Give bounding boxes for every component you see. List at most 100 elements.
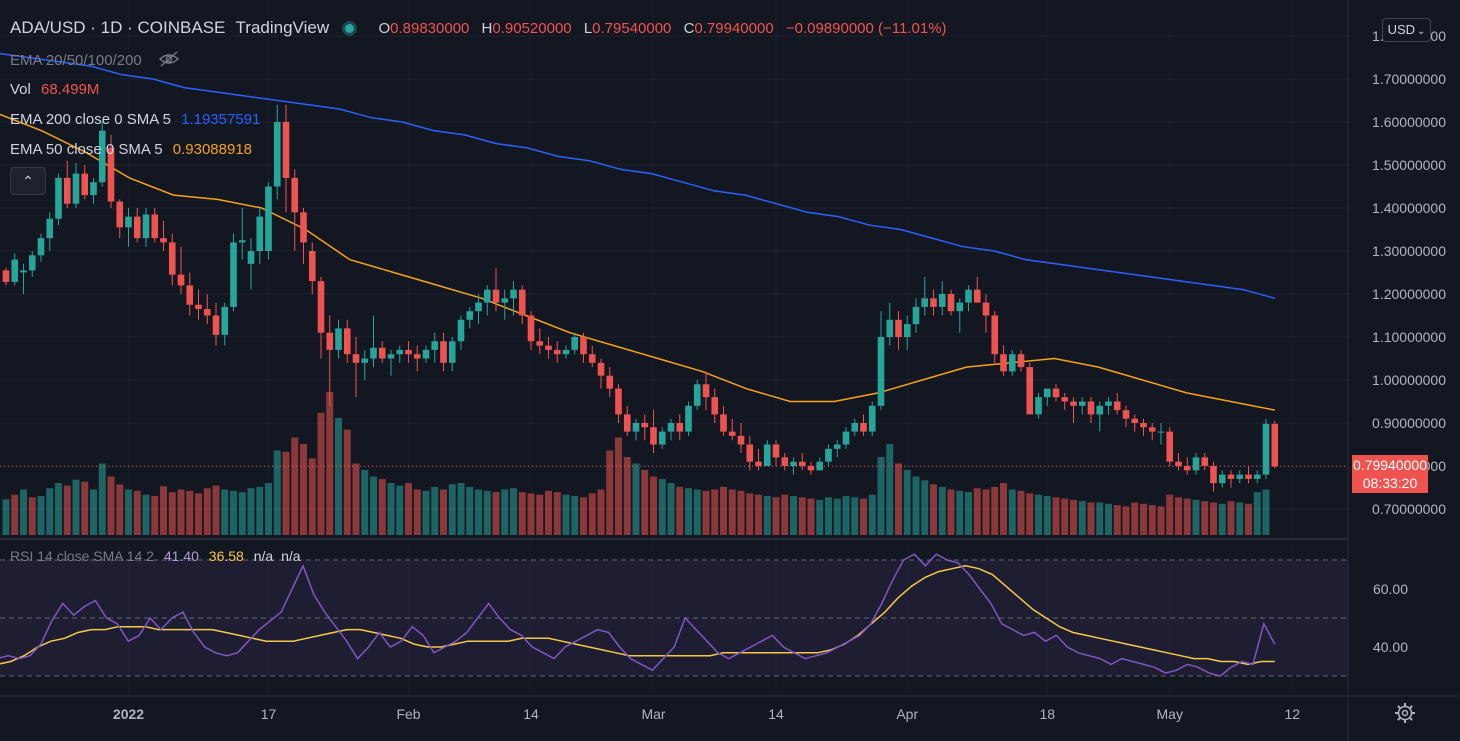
volume-bar: [1166, 494, 1174, 535]
candle: [1262, 418, 1270, 479]
volume-bar: [265, 483, 272, 535]
volume-bar: [238, 492, 246, 535]
candle-body: [203, 309, 211, 316]
price-tick-label: 0.70000000: [1372, 501, 1446, 517]
candle-body: [702, 384, 710, 398]
volume-bar: [343, 429, 351, 535]
rsi-axis[interactable]: 40.00 60.00: [1373, 581, 1408, 655]
candle: [527, 311, 535, 350]
candle: [492, 268, 500, 312]
candle-body: [1253, 474, 1261, 479]
volume-bar: [133, 490, 141, 535]
time-tick-label: Feb: [396, 706, 420, 722]
candle-body: [361, 358, 369, 363]
gear-icon[interactable]: [1394, 702, 1416, 724]
volume-bar: [387, 483, 395, 535]
collapse-legend-button[interactable]: ⌃: [10, 167, 46, 195]
volume-bar: [606, 450, 614, 535]
candle-body: [606, 375, 614, 389]
candle-body: [930, 298, 937, 307]
candle-body: [693, 384, 701, 406]
candle-body: [370, 347, 377, 359]
volume-bar: [676, 486, 684, 535]
candle: [396, 345, 404, 363]
candle-body: [81, 173, 89, 196]
currency-button[interactable]: USD ⌄: [1382, 18, 1431, 42]
candle-body: [991, 315, 999, 355]
volume-bar: [361, 470, 369, 535]
candles[interactable]: [2, 104, 1279, 492]
ema-group-legend[interactable]: EMA 20/50/100/200: [10, 51, 180, 69]
candle-body: [1113, 401, 1121, 411]
price-axis[interactable]: 0.700000000.800000000.900000001.00000000…: [1372, 28, 1446, 517]
time-tick-label: Apr: [896, 706, 918, 722]
candle-body: [160, 238, 167, 243]
rsi-na-1: n/a: [253, 548, 274, 564]
time-axis[interactable]: 2022 17 Feb 14 Mar 14 Apr 18 May 12: [113, 706, 1300, 722]
candle: [28, 251, 36, 277]
candle-body: [1236, 474, 1244, 479]
candle: [457, 315, 465, 350]
volume-bar: [1052, 497, 1060, 535]
rsi-sma-line: [0, 565, 1275, 666]
rsi-legend[interactable]: RSI 14 close SMA 14 2 41.40 36.58 n/a n/…: [10, 548, 301, 564]
volume-bar: [938, 486, 946, 535]
volume-bar: [1192, 499, 1200, 535]
volume-bar: [440, 489, 447, 535]
volume-bar: [615, 437, 622, 535]
candle: [685, 401, 692, 436]
candle: [676, 414, 684, 441]
candle: [352, 337, 360, 398]
candle: [991, 311, 999, 363]
ema50-legend[interactable]: EMA 50 close 0 SMA 5 0.93088918: [10, 141, 252, 158]
candle: [1122, 405, 1130, 428]
candle-body: [982, 302, 990, 316]
volume-bar: [90, 489, 97, 535]
volume-bar: [11, 494, 19, 535]
volume-bar: [860, 498, 867, 535]
volume-bar: [1000, 483, 1007, 535]
candle: [702, 371, 710, 411]
volume-bar: [1096, 502, 1104, 535]
candle: [212, 302, 220, 346]
candle-body: [571, 337, 579, 350]
candle: [168, 233, 176, 286]
candle: [203, 294, 211, 325]
volume-bar: [527, 493, 535, 535]
volume-bar: [1227, 501, 1235, 535]
candle-body: [387, 354, 395, 359]
volume-bar: [1043, 496, 1051, 535]
volume-bar: [597, 489, 605, 535]
candle: [956, 298, 964, 333]
candle-body: [510, 289, 517, 299]
close-key: C: [683, 20, 695, 37]
candle-body: [851, 423, 859, 432]
candle-body: [1166, 431, 1174, 462]
last-price-value: 0.79940000: [1353, 457, 1427, 473]
open-key: O: [378, 20, 391, 37]
candle-body: [895, 319, 902, 337]
candle: [273, 104, 281, 200]
candle-body: [1061, 397, 1069, 402]
candle-body: [956, 302, 964, 312]
candle-body: [1000, 354, 1007, 372]
ema200-legend[interactable]: EMA 200 close 0 SMA 5 1.19357591: [10, 111, 260, 128]
candle: [335, 319, 342, 359]
volume-bar: [492, 492, 500, 535]
volume-bar: [720, 486, 727, 535]
candle-body: [1245, 474, 1252, 479]
volume-bar: [1105, 503, 1112, 535]
candle: [1008, 349, 1016, 376]
candle: [291, 169, 299, 251]
eye-off-icon[interactable]: [158, 51, 180, 67]
candle-body: [63, 177, 71, 204]
volume-bar: [72, 479, 80, 535]
candle: [912, 298, 920, 333]
candle: [11, 253, 19, 286]
volume-legend[interactable]: Vol 68.499M: [10, 81, 99, 98]
symbol-title[interactable]: ADA/USD · 1D · COINBASE: [10, 18, 226, 37]
volume-bar: [413, 489, 421, 535]
candle: [1105, 397, 1112, 415]
volume-bar: [755, 494, 762, 535]
